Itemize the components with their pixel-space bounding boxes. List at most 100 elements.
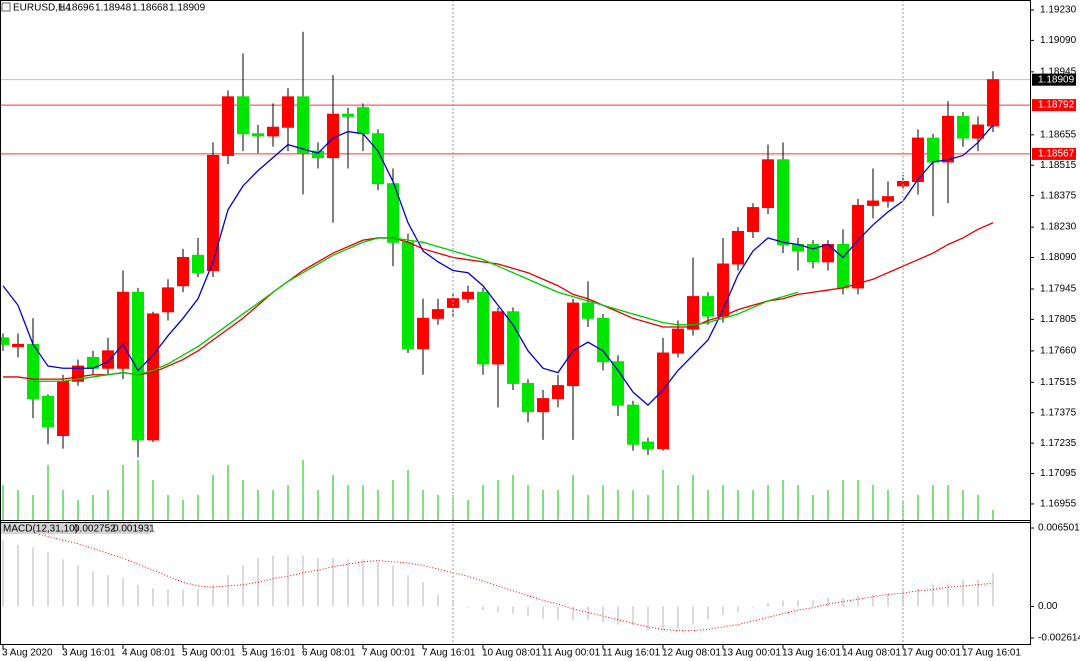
x-tick-label: 13 Aug 16:01 xyxy=(782,648,841,659)
y-tick-label: 1.18945 xyxy=(1040,67,1077,78)
x-tick-label: 6 Aug 08:01 xyxy=(302,648,356,659)
candle-body xyxy=(57,380,69,437)
symbol-icon xyxy=(1,2,11,12)
candle-body xyxy=(777,159,789,245)
x-tick-label: 5 Aug 16:01 xyxy=(242,648,296,659)
x-tick-label: 3 Aug 2020 xyxy=(2,648,53,659)
moving-average xyxy=(33,237,799,382)
candle-body xyxy=(72,365,84,382)
candle-body xyxy=(0,337,9,345)
macd-value: 0.002752 xyxy=(74,524,116,535)
candle-body xyxy=(837,243,849,289)
candle-body xyxy=(117,291,129,369)
x-tick-label: 7 Aug 00:01 xyxy=(362,648,416,659)
macd-title: MACD(12,31,10) xyxy=(3,524,78,535)
candle-body xyxy=(192,254,204,274)
y-tick-label: 1.18090 xyxy=(1040,252,1077,263)
candle-body xyxy=(372,133,384,185)
y-tick-label: 1.19230 xyxy=(1040,5,1077,16)
candle-body xyxy=(732,230,744,265)
candle-body xyxy=(357,107,369,135)
candle-body xyxy=(657,352,669,450)
y-tick-label: 1.18230 xyxy=(1040,222,1077,233)
candle-body xyxy=(807,243,819,263)
x-tick-label: 12 Aug 08:01 xyxy=(662,648,721,659)
price-label: 1.18792 xyxy=(1038,100,1075,111)
candle-body xyxy=(132,291,144,441)
y-tick-label: 1.18515 xyxy=(1040,160,1077,171)
price-label-bg xyxy=(1032,73,1076,86)
y-tick-label: -0.002614 xyxy=(1038,633,1080,644)
x-tick-label: 17 Aug 16:01 xyxy=(962,648,1021,659)
candle-body xyxy=(177,257,189,287)
candle-body xyxy=(237,96,249,135)
symbol-title: EURUSD,H4 xyxy=(13,3,71,14)
candle-body xyxy=(852,204,864,289)
header-high: 1.18948 xyxy=(95,3,132,14)
x-tick-label: 7 Aug 16:01 xyxy=(422,648,476,659)
y-tick-label: 1.17945 xyxy=(1040,284,1077,295)
candle-body xyxy=(927,137,939,163)
candle-body xyxy=(207,154,219,272)
candle-body xyxy=(102,350,114,369)
candle-body xyxy=(252,133,264,137)
x-tick-label: 13 Aug 00:01 xyxy=(722,648,781,659)
candle-body xyxy=(492,311,504,365)
candle-body xyxy=(282,96,294,128)
candle-body xyxy=(267,126,279,137)
plot-layer: 1.19230 1.19090 1.18945 1.18655 1.18515 1.183… xyxy=(0,5,1080,659)
price-label-bg xyxy=(1032,99,1076,112)
candle-body xyxy=(402,241,414,350)
candle-body xyxy=(687,296,699,330)
y-tick-label: 1.17660 xyxy=(1040,346,1077,357)
candle-body xyxy=(702,296,714,317)
candle-body xyxy=(882,196,894,202)
moving-average xyxy=(2,124,994,407)
candle-body xyxy=(222,96,234,156)
moving-average xyxy=(3,222,994,380)
candle-body xyxy=(162,287,174,313)
header: EURUSD,H4 1.18696 1.18948 1.18668 1.1890… xyxy=(1,2,206,14)
candle-body xyxy=(747,207,759,232)
candle-body xyxy=(432,309,444,319)
price-label-bg xyxy=(1032,147,1076,160)
macd-header: MACD(12,31,10) 0.002752 0.001931 xyxy=(1,523,155,535)
candle-body xyxy=(537,398,549,413)
candle-body xyxy=(147,313,159,441)
macd-label-bg xyxy=(1,523,151,534)
candle-body xyxy=(567,302,579,387)
y-tick-label: 1.17095 xyxy=(1040,468,1077,479)
x-tick-label: 11 Aug 16:01 xyxy=(602,648,661,659)
candle-body xyxy=(582,302,594,319)
x-tick-label: 14 Aug 08:01 xyxy=(842,648,901,659)
candle-body xyxy=(552,385,564,400)
candle-body xyxy=(612,361,624,406)
y-tick-label: 1.17235 xyxy=(1040,438,1077,449)
candle-body xyxy=(597,317,609,363)
candle-body xyxy=(297,96,309,154)
candle-body xyxy=(987,79,999,127)
candle-body xyxy=(342,113,354,117)
candle-body xyxy=(762,159,774,209)
candle-body xyxy=(912,137,924,183)
candle-body xyxy=(12,343,24,348)
candle-body xyxy=(867,200,879,206)
candle-body xyxy=(27,343,39,400)
price-label: 1.18567 xyxy=(1038,149,1075,160)
y-tick-label: 0.006501 xyxy=(1038,523,1080,534)
x-tick-label: 17 Aug 00:01 xyxy=(902,648,961,659)
candle-body xyxy=(672,328,684,354)
x-tick-label: 5 Aug 00:01 xyxy=(182,648,236,659)
candle-body xyxy=(957,115,969,139)
y-tick-label: 1.17805 xyxy=(1040,314,1077,325)
y-tick-label: 1.17515 xyxy=(1040,377,1077,388)
x-tick-label: 11 Aug 00:01 xyxy=(542,648,601,659)
candle-body xyxy=(642,441,654,450)
y-tick-label: 1.18375 xyxy=(1040,190,1077,201)
x-tick-label: 4 Aug 08:01 xyxy=(122,648,176,659)
x-tick-label: 3 Aug 16:01 xyxy=(62,648,116,659)
candle-body xyxy=(942,115,954,163)
y-tick-label: 0.00 xyxy=(1038,601,1058,612)
